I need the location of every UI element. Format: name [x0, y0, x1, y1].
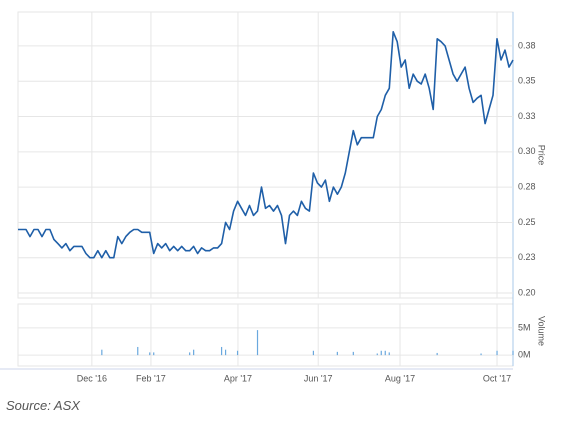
volume-bar — [480, 353, 482, 356]
volume-bar — [496, 350, 498, 356]
volume-axis-title: Volume — [537, 316, 547, 346]
y-tick-label: 0.28 — [518, 182, 536, 192]
price-axis-title: Price — [537, 145, 547, 166]
volume-bar — [380, 350, 382, 356]
y-tick-label: 0.35 — [518, 76, 536, 86]
y-tick-label: 5M — [518, 322, 531, 332]
y-tick-label: 0.20 — [518, 287, 536, 297]
x-tick-label: Oct '17 — [483, 373, 511, 383]
y-tick-label: 0.23 — [518, 252, 536, 262]
volume-bar — [352, 351, 354, 356]
source-note: Source: ASX — [6, 398, 80, 413]
y-tick-label: 0.38 — [518, 40, 536, 50]
volume-bar — [384, 350, 386, 356]
volume-bar — [220, 346, 223, 356]
volume-bar — [312, 350, 315, 356]
x-tick-label: Feb '17 — [136, 373, 166, 383]
stock-chart: Price Volume Dec '16 Feb '17 Apr '17 Jun '1… — [0, 11, 547, 383]
x-tick-label: Apr '17 — [224, 373, 252, 383]
volume-bar — [436, 352, 438, 356]
x-tick-label: Dec '16 — [77, 373, 107, 383]
volume-bar — [149, 352, 151, 356]
volume-bar — [376, 353, 378, 356]
y-tick-label: 0.33 — [518, 111, 536, 121]
price-line — [18, 31, 514, 259]
y-tick-label: 0.25 — [518, 217, 536, 227]
volume-bar — [388, 352, 390, 356]
x-tick-label: Aug '17 — [385, 373, 415, 383]
volume-bar — [512, 350, 514, 356]
volume-bar — [224, 349, 227, 356]
volume-bar — [153, 352, 155, 356]
volume-bar — [189, 352, 191, 356]
y-tick-label: 0M — [518, 349, 531, 359]
x-tick-label: Jun '17 — [304, 373, 333, 383]
volume-bar — [193, 349, 195, 356]
volume-bar — [336, 351, 338, 356]
volume-bar — [256, 330, 259, 356]
volume-bar — [101, 349, 103, 356]
volume-bar — [236, 350, 239, 356]
volume-bar — [137, 346, 139, 356]
y-tick-label: 0.30 — [518, 146, 536, 156]
